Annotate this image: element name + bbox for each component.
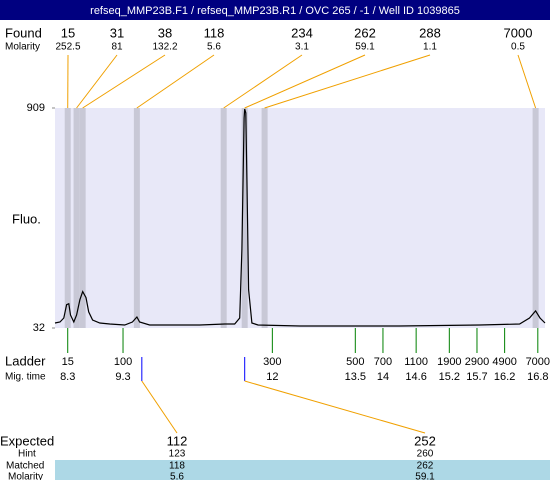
peak-band [241, 108, 248, 328]
y-axis-label: Fluo. [12, 211, 41, 226]
peak-connector [244, 54, 366, 109]
peak-band [532, 108, 539, 328]
title-bar [0, 0, 550, 20]
found-size: 15 [61, 25, 75, 40]
ladder-time: 8.3 [60, 371, 75, 383]
peak-connector [223, 54, 303, 109]
ladder-size: 2900 [465, 356, 489, 368]
peak-connector [517, 54, 537, 109]
ladder-size: 300 [263, 356, 281, 368]
peak-band [133, 108, 140, 328]
expected-size: 252 [414, 433, 436, 448]
ladder-time: 16.2 [494, 371, 515, 383]
ladder-time: 12 [266, 371, 278, 383]
found-size: 38 [158, 25, 172, 40]
plot-area [55, 108, 545, 328]
ladder-size: 4900 [492, 356, 516, 368]
found-size: 288 [419, 25, 441, 40]
expected-label: Expected [0, 433, 54, 448]
expected-connector [244, 380, 426, 434]
ladder-time: 14.6 [405, 371, 426, 383]
peak-connector [76, 54, 118, 109]
title: refseq_MMP23B.F1 / refseq_MMP23B.R1 / OV… [90, 5, 460, 17]
found-molarity: 252.5 [55, 42, 80, 53]
expected-connector [141, 380, 178, 434]
found-molarity: 5.6 [207, 42, 221, 53]
molarity-label: Molarity [8, 472, 43, 480]
found-size: 31 [110, 25, 124, 40]
ladder-time: 13.5 [345, 371, 366, 383]
matched-value: 262 [417, 461, 434, 472]
found-label: Found [5, 25, 42, 40]
ladder-size: 1900 [437, 356, 461, 368]
ladder-time: 16.8 [527, 371, 548, 383]
found-size: 118 [204, 25, 225, 40]
ladder-size: 15 [62, 356, 74, 368]
y-tick-label: 909 [27, 102, 45, 114]
found-molarity-label: Molarity [5, 42, 40, 53]
found-size: 262 [354, 25, 376, 40]
y-tick-label: 32 [33, 322, 45, 334]
ladder-size: 500 [346, 356, 364, 368]
peak-connector [264, 54, 431, 109]
found-molarity: 81 [111, 42, 123, 53]
found-molarity: 0.5 [511, 42, 525, 53]
molarity-value: 59.1 [415, 472, 435, 480]
peak-band [220, 108, 227, 328]
mig-time-label: Mig. time [5, 372, 46, 383]
expected-size: 112 [167, 433, 188, 448]
ladder-time: 15.2 [439, 371, 460, 383]
hint-value: 123 [169, 449, 186, 460]
matched-band [55, 460, 550, 480]
ladder-label: Ladder [5, 353, 46, 368]
ladder-time: 9.3 [115, 371, 130, 383]
hint-label: Hint [18, 449, 36, 460]
peak-band [73, 108, 80, 328]
ladder-size: 7000 [526, 356, 550, 368]
ladder-size: 100 [114, 356, 132, 368]
peak-band [79, 108, 86, 328]
molarity-value: 5.6 [170, 472, 184, 480]
peak-connector [82, 54, 166, 109]
ladder-size: 700 [374, 356, 392, 368]
matched-label: Matched [6, 461, 44, 472]
matched-value: 118 [169, 461, 185, 472]
found-size: 234 [291, 25, 313, 40]
found-molarity: 132.2 [152, 42, 177, 53]
ladder-size: 1100 [404, 356, 428, 368]
peak-connector [136, 54, 215, 109]
hint-value: 260 [417, 449, 434, 460]
peak-band [64, 108, 71, 328]
found-molarity: 3.1 [295, 42, 309, 53]
ladder-time: 15.7 [466, 371, 487, 383]
found-size: 7000 [504, 25, 533, 40]
peak-band [261, 108, 268, 328]
trace [54, 108, 546, 327]
found-molarity: 1.1 [423, 42, 437, 53]
ladder-time: 14 [377, 371, 389, 383]
found-molarity: 59.1 [355, 42, 375, 53]
